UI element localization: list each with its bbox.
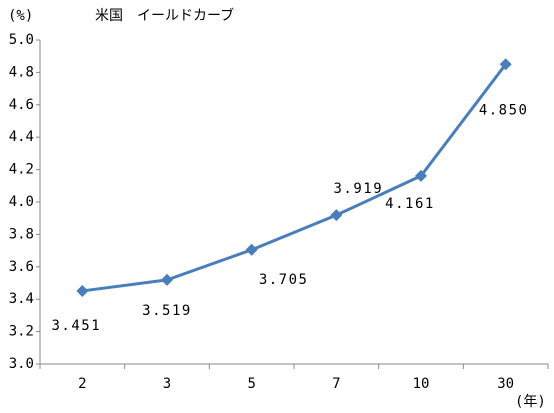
value-label: 3.705: [259, 272, 309, 288]
x-tick-label: 3: [163, 376, 171, 392]
value-label: 3.519: [142, 303, 192, 319]
value-label: 3.919: [334, 181, 384, 197]
y-tick-label: 4.0: [9, 194, 34, 210]
marker: [161, 273, 173, 286]
y-tick-label: 4.2: [9, 162, 34, 178]
x-tick-label: 7: [332, 376, 340, 392]
y-tick-label: 3.0: [9, 356, 34, 372]
line: [82, 63, 507, 293]
x-tick-label: 10: [413, 376, 430, 392]
marker: [245, 243, 258, 256]
y-tick-label: 3.8: [9, 226, 34, 242]
y-axis-label: (%): [8, 8, 33, 24]
value-label: 3.451: [52, 318, 102, 334]
marker: [499, 58, 512, 71]
y-tick-label: 3.2: [9, 324, 34, 340]
chart-title: 米国 イールドカーブ: [95, 7, 234, 24]
x-tick-label: 30: [497, 376, 514, 392]
marker: [415, 169, 427, 182]
x-tick-label: 5: [247, 376, 255, 392]
y-tick-label: 4.8: [9, 64, 34, 80]
y-tick-label: 4.4: [9, 129, 34, 145]
x-axis-label: (年): [515, 394, 546, 410]
x-tick-label: 2: [78, 376, 86, 392]
marker: [330, 209, 343, 222]
y-tick-label: 3.4: [9, 291, 34, 307]
y-tick-label: 5.0: [9, 32, 34, 48]
y-tick-label: 4.6: [9, 97, 34, 113]
y-tick-label: 3.6: [9, 259, 34, 275]
marker: [76, 284, 89, 297]
value-label: 4.850: [479, 102, 529, 118]
value-label: 4.161: [385, 196, 435, 212]
